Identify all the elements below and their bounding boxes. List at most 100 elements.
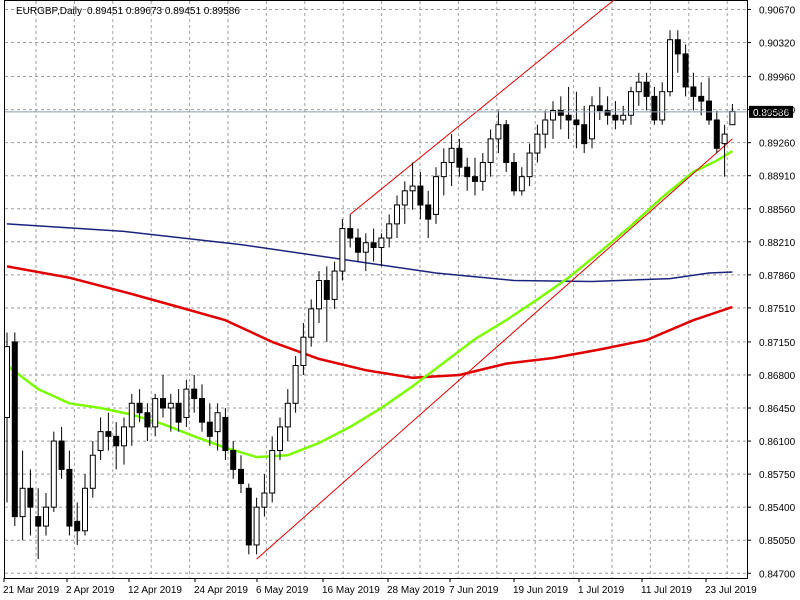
x-tick-label: 12 Apr 2019: [128, 585, 182, 596]
candle-body-bearish: [690, 86, 697, 97]
candle-body-bearish: [113, 435, 120, 447]
candle-body-bullish: [19, 487, 26, 518]
y-tick-label: 0.89260: [759, 139, 796, 150]
candle-body-bullish: [729, 110, 736, 126]
candle-body-bullish: [261, 492, 268, 508]
x-tick-label: 6 May 2019: [256, 585, 309, 596]
x-axis: 21 Mar 2019 2 Apr 2019 12 Apr 2019 24 Apr 2…: [3, 578, 757, 596]
candle-body-bullish: [550, 110, 556, 121]
candle-body-bearish: [238, 468, 244, 485]
ohlc-readout: 0.89451 0.89673 0.89451 0.89586: [87, 6, 240, 17]
candle-body-bullish: [542, 119, 549, 135]
candle-body-bullish: [386, 223, 393, 239]
candle-body-bearish: [425, 204, 432, 220]
candle-body-bearish: [464, 166, 471, 178]
candle-body-bullish: [495, 124, 502, 140]
x-tick-label: 28 May 2019: [387, 585, 445, 596]
candle-body-bullish: [89, 454, 96, 489]
channel-line-upper: [349, 0, 615, 215]
y-tick-label: 0.89960: [759, 73, 796, 84]
candle-body-bullish: [394, 204, 400, 225]
x-tick-label: 19 Jun 2019: [513, 585, 568, 596]
candle-body-bearish: [472, 176, 478, 182]
candle-body-bearish: [370, 242, 377, 248]
candle-body-bullish: [50, 440, 57, 508]
candle-body-bullish: [487, 138, 494, 163]
candle-body-bullish: [589, 105, 595, 140]
x-tick-label: 21 Mar 2019: [3, 585, 60, 596]
candle-body-bearish: [58, 440, 65, 470]
candle-body-bullish: [97, 431, 104, 452]
candle-body-bullish: [277, 426, 283, 452]
y-tick-label: 0.87150: [759, 338, 796, 349]
candle-body-bearish: [573, 119, 580, 126]
candle-body-bullish: [448, 147, 455, 163]
trend-channel: [256, 0, 733, 560]
candle-body-bearish: [355, 237, 361, 253]
y-tick-label: 0.87860: [759, 271, 796, 282]
candle-body-bearish: [144, 412, 151, 428]
y-tick-label: 0.89610: [759, 106, 796, 117]
candle-body-bearish: [66, 468, 73, 527]
candle-body-bearish: [11, 341, 18, 518]
candle-body-bearish: [565, 114, 572, 121]
candle-body-bearish: [199, 398, 205, 423]
candle-body-bullish: [362, 242, 369, 253]
x-tick-label: 1 Jul 2019: [578, 585, 625, 596]
candles: [4, 30, 736, 560]
candle-body-bullish: [620, 114, 627, 121]
y-axis: 0.90670 0.90320 0.89960 0.89610 0.89260 0.889…: [747, 5, 796, 580]
y-tick-label: 0.88910: [759, 172, 796, 183]
candle-body-bullish: [433, 176, 439, 215]
candle-body-bullish: [628, 91, 634, 116]
y-tick-label: 0.88210: [759, 238, 796, 249]
candle-body-bearish: [557, 110, 564, 116]
candle-body-bullish: [409, 185, 416, 192]
candle-body-bullish: [82, 487, 88, 532]
candle-body-bullish: [292, 365, 299, 404]
candle-body-bullish: [635, 81, 642, 93]
candle-body-bullish: [183, 388, 190, 418]
x-tick-label: 11 Jul 2019: [641, 585, 692, 596]
candle-body-bullish: [721, 133, 728, 145]
candle-body-bearish: [713, 119, 720, 149]
candle-body-bearish: [27, 487, 34, 508]
candle-body-bearish: [643, 81, 650, 97]
candle-body-bullish: [284, 402, 291, 428]
candle-body-bearish: [347, 228, 354, 239]
y-tick-label: 0.85400: [759, 503, 796, 514]
y-tick-label: 0.90320: [759, 39, 796, 50]
candle-body-bullish: [339, 228, 346, 272]
candle-body-bullish: [4, 346, 10, 418]
candle-body-bearish: [160, 398, 166, 409]
candle-body-bullish: [269, 450, 276, 494]
candle-body-bearish: [222, 416, 229, 452]
candle-body-bearish: [136, 402, 143, 414]
y-tick-label: 0.86450: [759, 404, 796, 415]
candle-body-bullish: [152, 398, 159, 428]
candle-body-bearish: [511, 161, 517, 192]
candle-body-bullish: [534, 133, 541, 154]
candle-body-bullish: [479, 161, 486, 182]
candle-body-bearish: [612, 114, 619, 121]
chart-frame: [4, 0, 748, 579]
candle-body-bullish: [43, 506, 49, 527]
candle-body-bearish: [581, 124, 588, 145]
candle-body-bearish: [706, 100, 712, 121]
y-tick-label: 0.87510: [759, 304, 796, 315]
candle-body-bullish: [378, 237, 385, 248]
x-tick-label: 7 Jun 2019: [449, 585, 499, 596]
candle-body-bullish: [308, 308, 315, 338]
candle-body-bearish: [35, 516, 42, 527]
y-tick-label: 0.90670: [759, 5, 796, 16]
candle-body-bearish: [323, 280, 330, 300]
candle-body-bullish: [121, 426, 127, 447]
chart-header: EURGBP,Daily 0.89451 0.89673 0.89451 0.8…: [16, 6, 240, 17]
y-tick-label: 0.84700: [759, 569, 796, 580]
candle-body-bullish: [253, 506, 260, 546]
candle-body-bearish: [105, 431, 112, 437]
candle-body-bearish: [456, 147, 463, 168]
candle-body-bullish: [659, 91, 666, 121]
candle-body-bullish: [440, 161, 447, 178]
